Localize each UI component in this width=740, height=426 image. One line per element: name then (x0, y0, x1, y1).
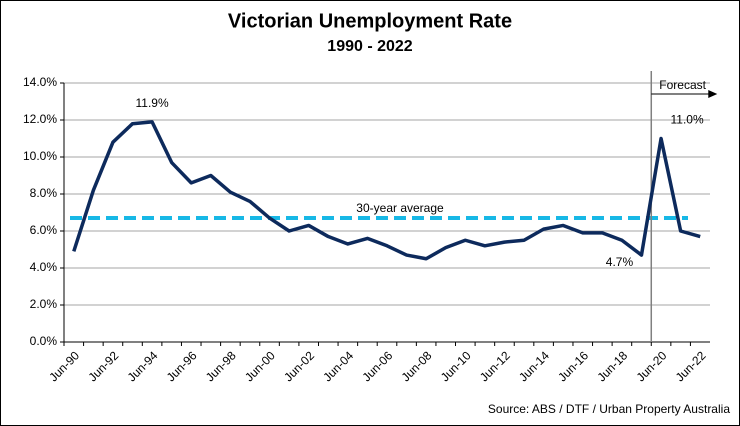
chart-title: Victorian Unemployment Rate (228, 10, 512, 32)
y-tick-label: 14.0% (23, 75, 57, 89)
data-label: 4.7% (606, 255, 634, 269)
y-tick-label: 0.0% (30, 334, 58, 348)
y-tick-label: 6.0% (30, 223, 58, 237)
y-tick-label: 2.0% (30, 297, 58, 311)
data-label: 11.0% (670, 113, 703, 127)
series-line (72, 120, 701, 261)
average-label: 30-year average (356, 201, 444, 215)
y-tick-label: 8.0% (30, 186, 58, 200)
data-label: 11.9% (136, 96, 169, 110)
source: Source: ABS / DTF / Urban Property Austr… (488, 402, 730, 416)
forecast-label: Forecast (659, 78, 706, 92)
chart-subtitle: 1990 - 2022 (327, 38, 413, 55)
y-tick-label: 12.0% (23, 112, 57, 126)
forecast-arrowhead (708, 90, 718, 98)
y-tick-label: 4.0% (30, 260, 58, 274)
y-tick-label: 10.0% (23, 149, 57, 163)
